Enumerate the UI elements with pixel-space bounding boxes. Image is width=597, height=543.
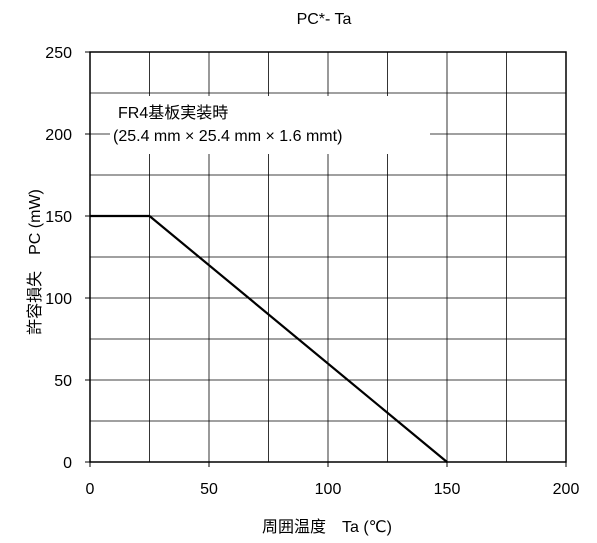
x-axis-label: 周囲温度 Ta (℃) — [262, 518, 392, 536]
y-tick-label: 100 — [45, 291, 72, 308]
axis-ticks: 0 50 100 150 200 0 50 100 150 200 250 — [45, 45, 579, 498]
y-axis-label: 許容損失 PC (mW) — [26, 189, 44, 335]
x-tick-label: 0 — [86, 481, 95, 498]
annotation-background — [110, 96, 430, 154]
chart-title: PC*- Ta — [297, 11, 352, 28]
series-layer — [90, 214, 448, 463]
y-tick-label: 0 — [63, 455, 72, 472]
annotation-line1: FR4基板実装時 — [118, 104, 228, 122]
y-tick-label: 150 — [45, 209, 72, 226]
grid — [90, 52, 566, 462]
x-tick-label: 150 — [434, 481, 461, 498]
y-tick-label: 50 — [54, 373, 72, 390]
y-tick-label: 250 — [45, 45, 72, 62]
y-tick-label: 200 — [45, 127, 72, 144]
x-tick-label: 100 — [315, 481, 342, 498]
x-tick-label: 50 — [200, 481, 218, 498]
x-tick-label: 200 — [553, 481, 580, 498]
series-line — [90, 214, 448, 463]
annotation-line2: (25.4 mm × 25.4 mm × 1.6 mmt) — [113, 128, 342, 145]
